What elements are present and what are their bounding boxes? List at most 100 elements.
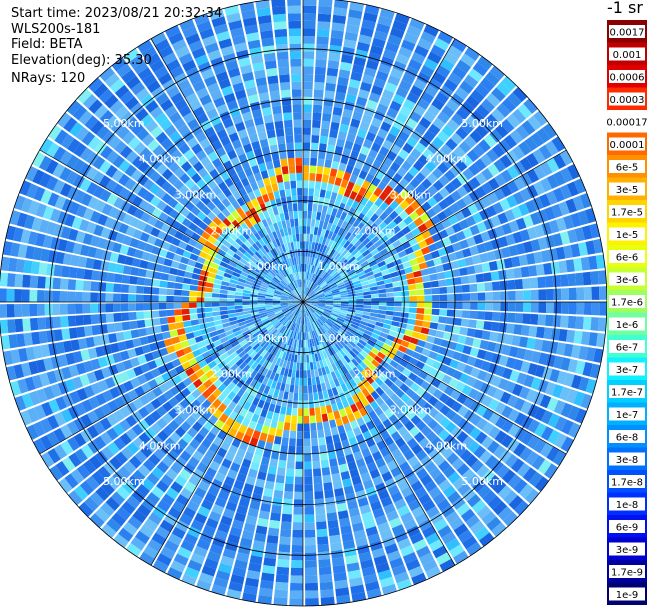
heatmap-cell — [512, 231, 523, 244]
heatmap-cell — [342, 261, 350, 269]
heatmap-cell — [417, 38, 433, 51]
heatmap-cell — [359, 246, 368, 254]
heatmap-cell — [367, 244, 377, 253]
heatmap-cell — [319, 270, 326, 278]
heatmap-cell — [373, 187, 383, 197]
heatmap-cell — [316, 43, 329, 53]
heatmap-cell — [349, 271, 357, 278]
heatmap-cell — [577, 210, 589, 226]
heatmap-cell — [370, 248, 380, 256]
heatmap-cell — [317, 227, 323, 236]
heatmap-cell — [348, 216, 357, 226]
heatmap-cell — [321, 253, 327, 262]
colorbar-tick-label: 3e-8 — [616, 455, 639, 466]
heatmap-cell — [359, 277, 368, 283]
heatmap-cell — [345, 24, 360, 34]
heatmap-cell — [320, 212, 326, 222]
heatmap-cell — [398, 149, 410, 160]
heatmap-cell — [317, 158, 325, 167]
heatmap-cell — [327, 239, 334, 248]
heatmap-cell — [395, 245, 405, 253]
heatmap-cell — [312, 265, 317, 274]
heatmap-cell — [429, 273, 438, 281]
heatmap-cell — [494, 173, 507, 187]
heatmap-cell — [450, 190, 462, 202]
heatmap-cell — [436, 210, 448, 222]
heatmap-cell — [364, 228, 373, 238]
heatmap-cell — [376, 280, 385, 286]
heatmap-cell — [319, 135, 328, 145]
heatmap-cell — [303, 294, 306, 302]
heatmap-cell — [553, 170, 566, 186]
heatmap-cell — [437, 31, 454, 45]
heatmap-cell — [333, 225, 341, 235]
heatmap-cell — [334, 252, 341, 261]
heatmap-cell — [336, 254, 344, 263]
heatmap-cell — [333, 200, 341, 210]
heatmap-cell — [468, 163, 481, 176]
heatmap-cell — [303, 36, 315, 44]
colorbar-tick-label: 0.0017 — [610, 28, 645, 39]
heatmap-cell — [501, 76, 517, 91]
heatmap-cell — [394, 205, 404, 215]
heatmap-cell — [375, 276, 384, 282]
heatmap-cell — [375, 70, 389, 82]
heatmap-cell — [332, 294, 341, 298]
heatmap-cell — [311, 211, 317, 220]
heatmap-cell — [493, 188, 506, 201]
heatmap-cell — [546, 190, 558, 205]
heatmap-cell — [356, 254, 365, 262]
colorbar-tick-label: 1e-8 — [616, 500, 639, 511]
heatmap-cell — [481, 167, 494, 181]
heatmap-cell — [309, 165, 317, 174]
heatmap-cell — [589, 223, 600, 239]
heatmap-cell — [380, 121, 392, 133]
heatmap-cell — [395, 53, 410, 66]
heatmap-cell — [466, 265, 476, 275]
heatmap-cell — [348, 9, 363, 20]
heatmap-cell — [517, 103, 532, 119]
heatmap-cell — [409, 18, 425, 31]
heatmap-cell — [371, 37, 386, 49]
heatmap-cell — [428, 123, 441, 136]
heatmap-cell — [383, 278, 393, 285]
heatmap-cell — [330, 191, 338, 201]
heatmap-cell — [379, 96, 392, 107]
heatmap-cell — [303, 157, 310, 166]
heatmap-cell — [306, 279, 310, 288]
heatmap-cell — [519, 188, 532, 202]
heatmap-cell — [330, 232, 338, 241]
heatmap-cell — [423, 129, 436, 142]
heatmap-cell — [345, 164, 354, 174]
heatmap-cell — [378, 191, 389, 201]
heatmap-cell — [316, 291, 324, 296]
heatmap-cell — [495, 124, 509, 138]
heatmap-cell — [344, 223, 353, 232]
heatmap-cell — [322, 272, 329, 280]
heatmap-cell — [313, 285, 319, 292]
heatmap-cell — [316, 165, 324, 175]
heatmap-cell — [306, 233, 310, 242]
heatmap-cell — [532, 148, 546, 164]
heatmap-cell — [493, 248, 504, 260]
heatmap-cell — [360, 196, 369, 206]
heatmap-cell — [320, 282, 328, 289]
heatmap-cell — [538, 144, 553, 160]
heatmap-cell — [397, 220, 407, 230]
heatmap-cell — [526, 253, 536, 265]
heatmap-cell — [337, 76, 349, 87]
heatmap-cell — [333, 275, 342, 282]
heatmap-cell — [310, 150, 318, 159]
heatmap-cell — [366, 99, 378, 110]
heatmap-cell — [368, 92, 381, 103]
colorbar-tick-label: 6e-8 — [616, 433, 639, 444]
heatmap-cell — [424, 84, 439, 98]
heatmap-cell — [363, 190, 373, 200]
heatmap-cell — [310, 157, 318, 166]
heatmap-cell — [398, 235, 408, 245]
heatmap-cell — [374, 217, 384, 227]
heatmap-cell — [455, 126, 469, 140]
heatmap-cell — [552, 187, 565, 203]
heatmap-cell — [344, 213, 352, 223]
heatmap-cell — [436, 271, 446, 280]
